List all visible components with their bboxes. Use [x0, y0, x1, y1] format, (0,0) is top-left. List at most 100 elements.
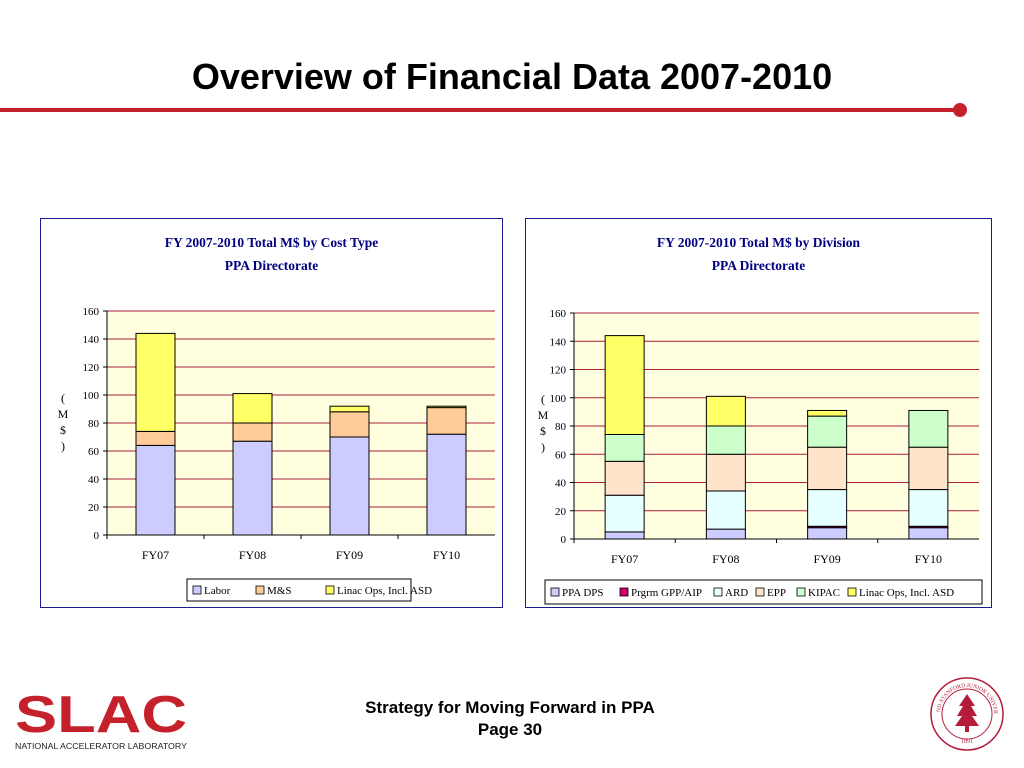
legend-label: Linac Ops, Incl. ASD: [337, 585, 432, 597]
y-axis-label-char: M: [58, 407, 69, 421]
legend-swatch: [755, 587, 765, 597]
y-tick-label: 100: [83, 390, 100, 402]
seal-year: 1891: [961, 739, 973, 745]
y-axis-label-char: ): [541, 440, 545, 454]
legend-swatch: [847, 587, 857, 597]
legend-swatch: [325, 585, 335, 595]
y-tick-label: 160: [83, 306, 100, 318]
bar-segment: [426, 433, 467, 536]
bar-segment: [604, 531, 645, 540]
bar-segment: [807, 409, 848, 417]
x-tick-label: FY07: [142, 548, 169, 562]
y-tick-label: 140: [550, 336, 567, 348]
y-tick-label: 0: [94, 530, 100, 542]
bar-segment: [908, 489, 949, 527]
y-tick-label: 40: [88, 474, 100, 486]
legend: [186, 578, 412, 602]
bar-segment: [232, 422, 273, 442]
bar-segment: [908, 409, 949, 448]
y-tick-label: 20: [88, 502, 100, 514]
legend-label: M&S: [267, 585, 291, 597]
stanford-seal: LELAND STANFORD JUNIOR UNIVERSITY 1891: [926, 668, 1006, 756]
bar-segment: [807, 527, 848, 540]
slac-logo: SLAC NATIONAL ACCELERATOR LABORATORY: [15, 686, 195, 756]
chart-subtitle: PPA Directorate: [225, 258, 319, 273]
y-tick-label: 140: [83, 334, 100, 346]
legend-swatch: [713, 587, 723, 597]
bar-segment: [232, 393, 273, 424]
title-divider: [0, 108, 962, 112]
bar-segment: [232, 440, 273, 536]
y-tick-label: 80: [555, 421, 567, 433]
chart-title: FY 2007-2010 Total M$ by Cost Type: [165, 235, 379, 250]
bar-segment: [135, 430, 176, 446]
cost-type-chart: FY 2007-2010 Total M$ by Cost Type PPA Di…: [40, 218, 503, 608]
y-tick-label: 0: [561, 534, 567, 546]
legend-label: Prgrm GPP/AIP: [631, 587, 702, 599]
page-number: Page 30: [477, 720, 543, 739]
bar-segment: [705, 490, 746, 530]
y-axis-label-char: (: [61, 391, 65, 405]
bar-segment: [908, 527, 949, 540]
y-tick-label: 80: [88, 418, 100, 430]
tree-icon: [955, 694, 979, 732]
y-tick-label: 40: [555, 478, 567, 490]
bar-segment: [604, 433, 645, 462]
bar-segment: [604, 494, 645, 533]
legend-label: Linac Ops, Incl. ASD: [859, 587, 954, 599]
x-tick-label: FY09: [336, 548, 363, 562]
x-tick-label: FY10: [915, 552, 942, 566]
y-tick-label: 120: [83, 362, 100, 374]
chart-canvas: FY 2007-2010 Total M$ by Cost Type PPA Di…: [58, 235, 495, 602]
x-tick-label: FY07: [611, 552, 638, 566]
bar-segment: [604, 460, 645, 496]
bar-segment: [426, 405, 467, 409]
bar-segment: [426, 407, 467, 435]
x-tick-label: FY10: [433, 548, 460, 562]
legend-swatch: [550, 587, 560, 597]
bar-segment: [329, 436, 370, 536]
bar-segment: [908, 446, 949, 491]
legend-swatch: [796, 587, 806, 597]
y-tick-label: 100: [550, 393, 567, 405]
y-tick-label: 160: [550, 308, 567, 320]
slide-title: Overview of Financial Data 2007-2010: [191, 56, 833, 97]
bar-segment: [807, 415, 848, 448]
division-chart: FY 2007-2010 Total M$ by Division PPA Dir…: [525, 218, 992, 608]
bar-segment: [135, 444, 176, 536]
x-tick-label: FY08: [712, 552, 739, 566]
y-tick-label: 60: [88, 446, 100, 458]
chart-canvas: FY 2007-2010 Total M$ by Division PPA Dir…: [538, 235, 983, 605]
x-tick-label: FY08: [239, 548, 266, 562]
bar-segment: [807, 446, 848, 491]
slac-logo-wordmark: SLAC: [15, 686, 187, 744]
bar-segment: [705, 528, 746, 540]
legend-label: KIPAC: [808, 587, 840, 599]
legend-label: EPP: [767, 587, 786, 599]
legend-swatch: [255, 585, 265, 595]
bar-segment: [329, 411, 370, 438]
legend-swatch: [619, 587, 629, 597]
y-axis-label-char: $: [60, 423, 66, 437]
footer-title: Strategy for Moving Forward in PPA: [365, 698, 655, 717]
title-divider-dot: [953, 103, 967, 117]
bar-segment: [807, 489, 848, 527]
footer: Strategy for Moving Forward in PPA Page …: [340, 697, 680, 741]
y-axis-label-char: $: [540, 424, 546, 438]
bar-segment: [604, 335, 645, 435]
bar-segment: [705, 425, 746, 455]
y-axis-label-char: (: [541, 392, 545, 406]
legend-label: ARD: [725, 587, 748, 599]
bar-segment: [329, 405, 370, 413]
chart-title: FY 2007-2010 Total M$ by Division: [657, 235, 861, 250]
bar-segment: [705, 453, 746, 492]
y-tick-label: 120: [550, 365, 567, 377]
bar-segment: [705, 395, 746, 427]
y-tick-label: 20: [555, 506, 567, 518]
y-axis-label-char: ): [61, 439, 65, 453]
legend-label: PPA DPS: [562, 587, 604, 599]
y-axis-label-char: M: [538, 408, 549, 422]
x-tick-label: FY09: [813, 552, 840, 566]
y-tick-label: 60: [555, 449, 567, 461]
legend-label: Labor: [204, 585, 231, 597]
